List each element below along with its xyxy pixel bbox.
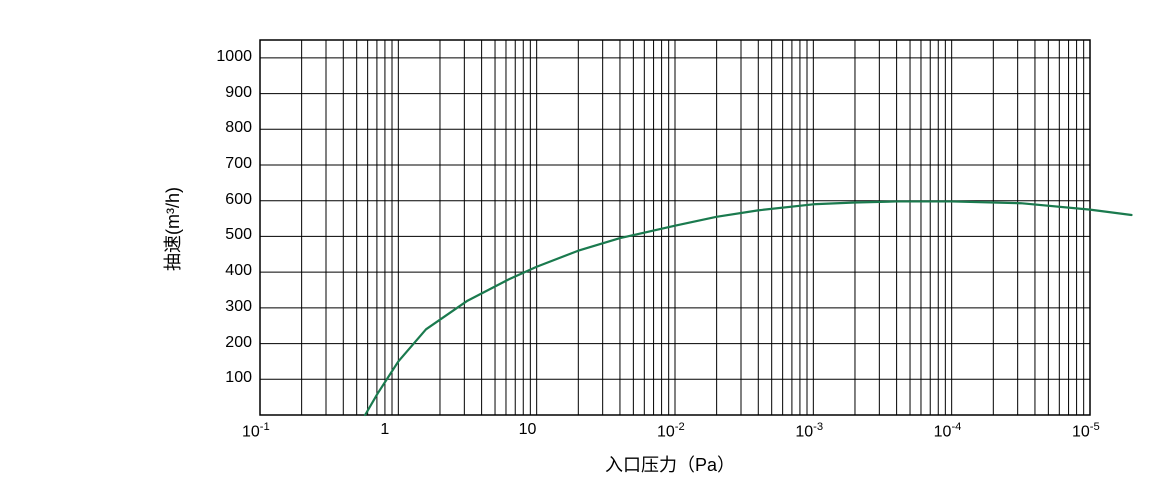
x-tick-label: 10-5 — [1072, 421, 1100, 441]
y-tick-label: 800 — [225, 119, 252, 137]
x-tick-label: 10 — [519, 421, 537, 439]
x-tick-label: 10-1 — [242, 421, 270, 441]
y-tick-label: 100 — [225, 369, 252, 387]
y-tick-label: 900 — [225, 84, 252, 102]
x-tick-label: 10-4 — [934, 421, 962, 441]
chart-container: { "chart": { "type": "line", "plot_area"… — [0, 0, 1160, 500]
y-tick-label: 300 — [225, 298, 252, 316]
x-tick-label: 10-3 — [795, 421, 823, 441]
y-tick-label: 1000 — [216, 48, 252, 66]
y-tick-label: 600 — [225, 191, 252, 209]
x-tick-label: 1 — [380, 421, 389, 439]
y-tick-label: 500 — [225, 226, 252, 244]
x-tick-label: 10-2 — [657, 421, 685, 441]
y-tick-label: 200 — [225, 334, 252, 352]
y-tick-label: 700 — [225, 155, 252, 173]
x-axis-label: 入口压力（Pa） — [605, 451, 735, 477]
y-tick-label: 400 — [225, 262, 252, 280]
y-axis-label: 抽速(m³/h) — [159, 187, 185, 271]
